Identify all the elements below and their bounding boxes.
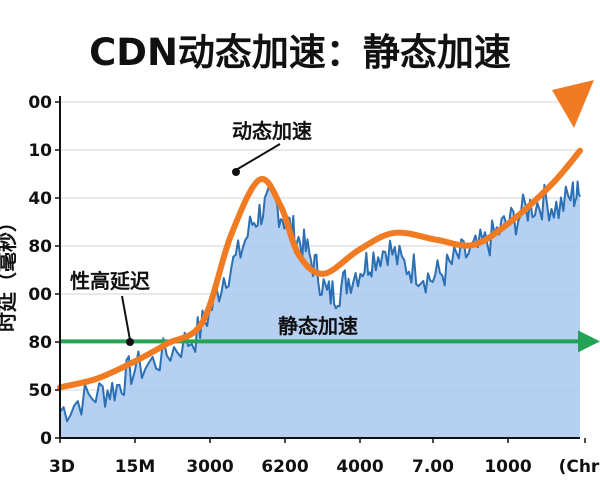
annotation-dot-dynamic [232,168,240,176]
x-tick-label: 7.00 [412,457,454,477]
annotation-leader-dynamic [235,143,281,171]
x-tick-label: 3000 [186,457,233,477]
y-tick-label: 00 [28,285,52,305]
annotation-static: 静态加速 [278,314,358,338]
latency-line [59,180,581,423]
y-tick-label: 40 [28,189,52,209]
line-layer [57,80,600,423]
x-tick-label: 1000 [484,457,531,477]
area-layer [60,181,580,438]
x-tick-label: 6200 [261,457,308,477]
latency-area [60,181,580,438]
chart-title: CDN动态加速：静态加速 [89,31,511,74]
annotation-leader-latency [121,295,131,341]
y-tick-label: 80 [28,237,52,257]
x-tick-label: (Chrn [559,457,600,477]
static-arrow-head [578,330,600,353]
y-tick-label: 0 [40,429,52,449]
dynamic-arrow-head [552,80,594,128]
x-tick-label: 4000 [336,457,383,477]
x-tick-label: 3D [49,457,75,477]
y-axis-label: 时延（毫秒） [0,212,19,332]
y-tick-label: 80 [28,333,52,353]
annotation-dot-latency [126,338,134,346]
x-tick-label: 15M [115,457,156,477]
annotation-high-latency: 性高延迟 [70,269,150,293]
y-tick-label: 10 [28,141,52,161]
y-tick-label: 00 [28,93,52,113]
y-tick-label: 50 [28,381,52,401]
annotation-dynamic: 动态加速 [232,119,312,143]
dynamic-acceleration-curve [57,147,583,391]
axis-layer [55,96,586,443]
